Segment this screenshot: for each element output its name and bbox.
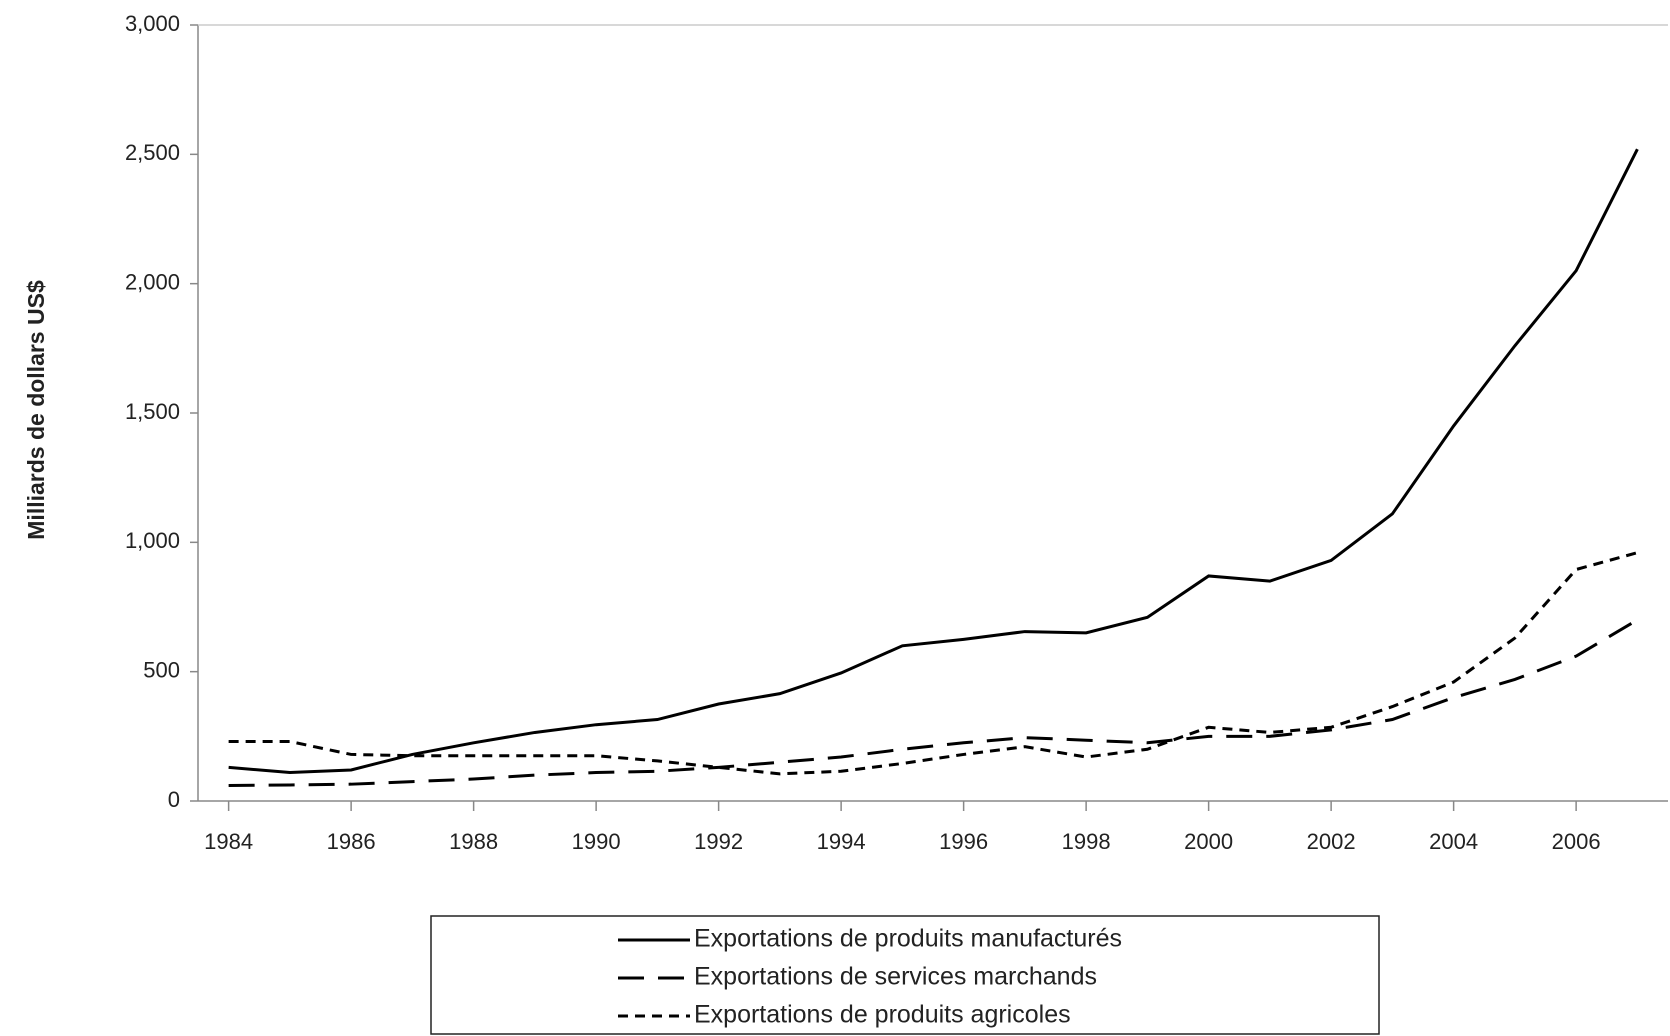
y-tick-label: 0 (168, 787, 180, 812)
y-axis-label: Milliards de dollars US$ (23, 280, 49, 540)
line-series (228, 551, 1638, 776)
x-tick-label: 2000 (1184, 829, 1233, 854)
x-tick-label: 1998 (1062, 829, 1111, 854)
y-tick-label: 3,000 (125, 11, 180, 36)
x-tick-label: 2002 (1307, 829, 1356, 854)
legend-label: Exportations de produits agricoles (694, 1001, 1071, 1029)
x-tick-label: 1984 (204, 829, 253, 854)
x-tick-label: 1988 (449, 829, 498, 854)
legend-label: Exportations de services marchands (694, 963, 1097, 991)
y-tick-label: 1,000 (125, 528, 180, 553)
line-series (228, 618, 1639, 787)
x-tick-label: 1994 (817, 829, 866, 854)
y-tick-label: 1,500 (125, 399, 180, 424)
x-tick-label: 1990 (572, 829, 621, 854)
x-tick-label: 1992 (694, 829, 743, 854)
legend-box (430, 915, 1380, 1035)
x-tick-label: 1996 (939, 829, 988, 854)
line-series (228, 148, 1639, 775)
y-tick-label: 2,500 (125, 140, 180, 165)
x-tick-label: 2006 (1552, 829, 1601, 854)
x-tick-label: 2004 (1429, 829, 1478, 854)
y-tick-label: 2,000 (125, 269, 180, 294)
x-tick-label: 1986 (327, 829, 376, 854)
legend-label: Exportations de produits manufacturés (694, 925, 1122, 953)
y-tick-label: 500 (143, 657, 180, 682)
